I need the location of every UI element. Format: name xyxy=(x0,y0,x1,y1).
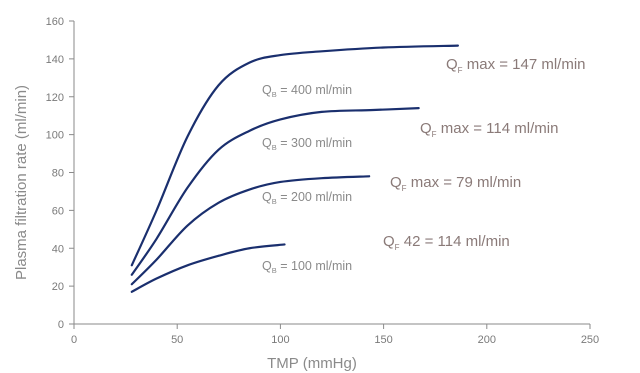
y-tick-label: 60 xyxy=(52,205,64,217)
x-tick-label: 200 xyxy=(478,334,496,346)
y-tick-label: 120 xyxy=(46,92,64,104)
qf-label-value: max = 147 ml/min xyxy=(463,56,586,73)
qb-label-sub: B xyxy=(272,266,277,275)
qf-label-sub: F xyxy=(395,243,400,252)
qb-label-sub: B xyxy=(272,143,277,152)
y-tick-label: 80 xyxy=(52,168,64,180)
qb-label: QB = 400 ml/min xyxy=(262,83,352,99)
qb-label-q: Q xyxy=(262,190,272,204)
qb-label: QB = 200 ml/min xyxy=(262,190,352,206)
qb-label: QB = 300 ml/min xyxy=(262,136,352,152)
y-tick-label: 100 xyxy=(46,130,64,142)
qb-label-sub: B xyxy=(272,90,277,99)
qb-label: QB = 100 ml/min xyxy=(262,259,352,275)
y-tick-label: 20 xyxy=(52,281,64,293)
x-tick-label: 150 xyxy=(374,334,392,346)
x-tick-label: 0 xyxy=(71,334,77,346)
x-tick-label: 250 xyxy=(581,334,599,346)
qb-label-q: Q xyxy=(262,259,272,273)
qb-label-q: Q xyxy=(262,136,272,150)
qf-label: QF 42 = 114 ml/min xyxy=(383,233,510,252)
y-tick-label: 140 xyxy=(46,54,64,66)
x-tick-label: 100 xyxy=(271,334,289,346)
qf-label-q: Q xyxy=(420,120,432,137)
qf-label-q: Q xyxy=(383,233,395,250)
y-axis-title: Plasma filtration rate (ml/min) xyxy=(13,85,30,280)
series-line xyxy=(130,243,286,293)
x-axis-title: TMP (mmHg) xyxy=(267,355,357,372)
qf-label-sub: F xyxy=(458,66,463,75)
qf-label-value: 42 = 114 ml/min xyxy=(400,233,510,250)
y-tick-label: 40 xyxy=(52,243,64,255)
axis-ticks: 0 50 100 150 200 250 0 20 40 60 80 100 120 140 160 xyxy=(46,16,600,346)
qf-label: QF max = 147 ml/min xyxy=(446,56,586,75)
series-line xyxy=(130,175,371,286)
series-line xyxy=(130,107,420,276)
qb-label-value: = 200 ml/min xyxy=(277,190,352,204)
qb-label-value: = 100 ml/min xyxy=(277,259,352,273)
qb-label-value: = 300 ml/min xyxy=(277,136,352,150)
qf-label: QF max = 114 ml/min xyxy=(420,120,558,139)
qf-label-q: Q xyxy=(390,174,402,191)
y-tick-label: 160 xyxy=(46,16,64,28)
qf-label: QF max = 79 ml/min xyxy=(390,174,521,193)
qf-label-value: max = 79 ml/min xyxy=(407,174,522,191)
y-tick-label: 0 xyxy=(58,319,64,331)
qf-label-sub: F xyxy=(402,184,407,193)
series-lines xyxy=(130,44,460,293)
x-tick-label: 50 xyxy=(171,334,183,346)
qf-label-q: Q xyxy=(446,56,458,73)
series-line xyxy=(130,44,460,267)
qb-label-value: = 400 ml/min xyxy=(277,83,352,97)
qf-label-sub: F xyxy=(432,130,437,139)
qf-label-value: max = 114 ml/min xyxy=(437,120,559,137)
qb-label-q: Q xyxy=(262,83,272,97)
qb-label-sub: B xyxy=(272,197,277,206)
